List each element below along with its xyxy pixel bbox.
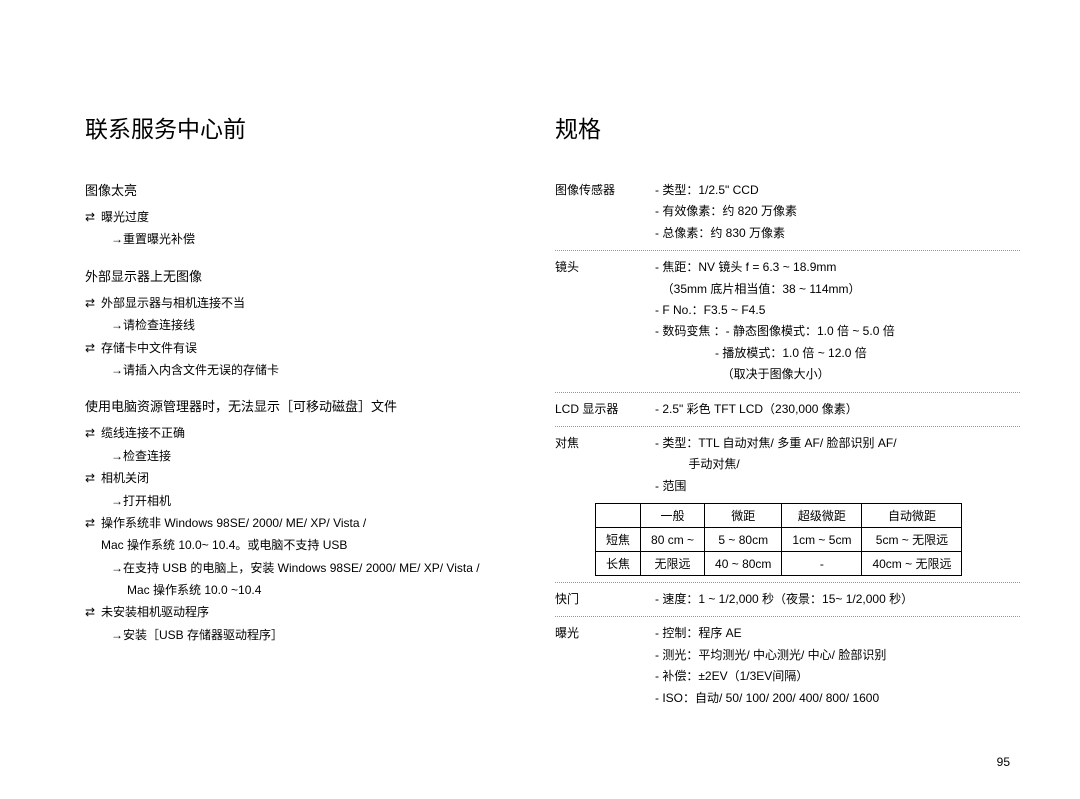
spec-values: - 2.5" 彩色 TFT LCD（230,000 像素）: [655, 399, 1020, 420]
spec-value-line: - 控制：程序 AE: [655, 623, 1020, 643]
table-row: 长焦无限远40 ~ 80cm-40cm ~ 无限远: [596, 552, 962, 576]
spec-row: 曝光- 控制：程序 AE- 测光：平均测光/ 中心测光/ 中心/ 脸部识别- 补…: [555, 623, 1020, 709]
right-title: 规格: [555, 110, 1020, 144]
spec-value-line: - 焦距：NV 镜头 f = 6.3 ~ 18.9mm: [655, 257, 1020, 277]
bullet-item: ⇄未安装相机驱动程序: [85, 602, 515, 622]
spec-value-line: - 有效像素：约 820 万像素: [655, 201, 1020, 221]
divider: [555, 616, 1020, 617]
arrow-item: → 在支持 USB 的电脑上，安装 Windows 98SE/ 2000/ ME…: [85, 558, 515, 578]
spec-value-line: - 范围: [655, 476, 1020, 496]
focus-range-table: 一般微距超级微距自动微距短焦80 cm ~5 ~ 80cm1cm ~ 5cm5c…: [595, 503, 962, 576]
section-heading: 外部显示器上无图像: [85, 266, 515, 285]
table-header-cell: 自动微距: [862, 504, 962, 528]
table-header-cell: 一般: [641, 504, 705, 528]
spec-row: 图像传感器- 类型：1/2.5" CCD- 有效像素：约 820 万像素- 总像…: [555, 180, 1020, 244]
divider: [555, 250, 1020, 251]
spec-value-line: - F No.：F3.5 ~ F4.5: [655, 300, 1020, 320]
section-heading: 图像太亮: [85, 180, 515, 199]
arrow-item: → 安装［USB 存储器驱动程序］: [85, 625, 515, 645]
spec-value-line: - ISO：自动/ 50/ 100/ 200/ 400/ 800/ 1600: [655, 688, 1020, 708]
spec-label: 镜头: [555, 257, 655, 385]
arrow-item: → 请检查连接线: [85, 315, 515, 335]
spec-values: - 控制：程序 AE- 测光：平均测光/ 中心测光/ 中心/ 脸部识别- 补偿：…: [655, 623, 1020, 709]
table-cell: 40cm ~ 无限远: [862, 552, 962, 576]
spec-values: - 类型：1/2.5" CCD- 有效像素：约 820 万像素- 总像素：约 8…: [655, 180, 1020, 244]
divider: [555, 392, 1020, 393]
spec-label: 图像传感器: [555, 180, 655, 244]
spec-value-line: 手动对焦/: [655, 454, 1020, 474]
spec-value-line: - 数码变焦 ：- 静态图像模式：1.0 倍 ~ 5.0 倍: [655, 321, 1020, 341]
spec-label: 快门: [555, 589, 655, 610]
arrow-item: → 打开相机: [85, 491, 515, 511]
bullet-item: ⇄曝光过度: [85, 207, 515, 227]
table-cell: 5 ~ 80cm: [705, 528, 782, 552]
bullet-item: ⇄外部显示器与相机连接不当: [85, 293, 515, 313]
continuation-line: Mac 操作系统 10.0~ 10.4。或电脑不支持 USB: [85, 535, 515, 555]
spec-value-line: - 补偿：±2EV（1/3EV间隔）: [655, 666, 1020, 686]
arrow-item: → 请插入内含文件无误的存储卡: [85, 360, 515, 380]
left-column: 联系服务中心前 图像太亮 ⇄曝光过度→ 重置曝光补偿外部显示器上无图像 ⇄外部显示器…: [85, 110, 515, 709]
right-column: 规格 图像传感器- 类型：1/2.5" CCD- 有效像素：约 820 万像素-…: [555, 110, 1020, 709]
spec-label: 对焦: [555, 433, 655, 497]
spec-row: 快门- 速度：1 ~ 1/2,000 秒（夜景：15~ 1/2,000 秒）: [555, 589, 1020, 610]
spec-row: 对焦- 类型：TTL 自动对焦/ 多重 AF/ 脸部识别 AF/ 手动对焦/- …: [555, 433, 1020, 497]
spec-value-line: - 类型：1/2.5" CCD: [655, 180, 1020, 200]
spec-value-line: - 播放模式：1.0 倍 ~ 12.0 倍: [655, 343, 1020, 363]
table-cell: 短焦: [596, 528, 641, 552]
divider: [555, 582, 1020, 583]
divider: [555, 426, 1020, 427]
spec-value-line: （35mm 底片相当值：38 ~ 114mm）: [655, 279, 1020, 299]
table-cell: 40 ~ 80cm: [705, 552, 782, 576]
bullet-item: ⇄相机关闭: [85, 468, 515, 488]
continuation-line: Mac 操作系统 10.0 ~10.4: [85, 580, 515, 600]
spec-value-line: - 测光：平均测光/ 中心测光/ 中心/ 脸部识别: [655, 645, 1020, 665]
table-cell: 长焦: [596, 552, 641, 576]
table-cell: 5cm ~ 无限远: [862, 528, 962, 552]
spec-row: 镜头- 焦距：NV 镜头 f = 6.3 ~ 18.9mm （35mm 底片相当…: [555, 257, 1020, 385]
spec-value-line: - 类型：TTL 自动对焦/ 多重 AF/ 脸部识别 AF/: [655, 433, 1020, 453]
section-heading: 使用电脑资源管理器时，无法显示［可移动磁盘］文件: [85, 396, 515, 415]
bullet-item: ⇄操作系统非 Windows 98SE/ 2000/ ME/ XP/ Vista…: [85, 513, 515, 533]
spec-value-line: - 速度：1 ~ 1/2,000 秒（夜景：15~ 1/2,000 秒）: [655, 589, 1020, 609]
table-cell: 无限远: [641, 552, 705, 576]
table-row: 短焦80 cm ~5 ~ 80cm1cm ~ 5cm5cm ~ 无限远: [596, 528, 962, 552]
spec-value-line: （取决于图像大小）: [655, 364, 1020, 384]
spec-values: - 速度：1 ~ 1/2,000 秒（夜景：15~ 1/2,000 秒）: [655, 589, 1020, 610]
arrow-item: → 检查连接: [85, 446, 515, 466]
spec-row: LCD 显示器- 2.5" 彩色 TFT LCD（230,000 像素）: [555, 399, 1020, 420]
table-header-cell: 微距: [705, 504, 782, 528]
spec-values: - 焦距：NV 镜头 f = 6.3 ~ 18.9mm （35mm 底片相当值：…: [655, 257, 1020, 385]
arrow-item: → 重置曝光补偿: [85, 229, 515, 249]
page-number: 95: [997, 755, 1010, 769]
table-cell: 80 cm ~: [641, 528, 705, 552]
spec-label: LCD 显示器: [555, 399, 655, 420]
spec-value-line: - 总像素：约 830 万像素: [655, 223, 1020, 243]
left-title: 联系服务中心前: [85, 110, 515, 144]
spec-value-line: - 2.5" 彩色 TFT LCD（230,000 像素）: [655, 399, 1020, 419]
table-cell: 1cm ~ 5cm: [782, 528, 862, 552]
spec-label: 曝光: [555, 623, 655, 709]
bullet-item: ⇄存储卡中文件有误: [85, 338, 515, 358]
table-cell: -: [782, 552, 862, 576]
spec-values: - 类型：TTL 自动对焦/ 多重 AF/ 脸部识别 AF/ 手动对焦/- 范围: [655, 433, 1020, 497]
table-header-cell: [596, 504, 641, 528]
bullet-item: ⇄缆线连接不正确: [85, 423, 515, 443]
table-header-cell: 超级微距: [782, 504, 862, 528]
